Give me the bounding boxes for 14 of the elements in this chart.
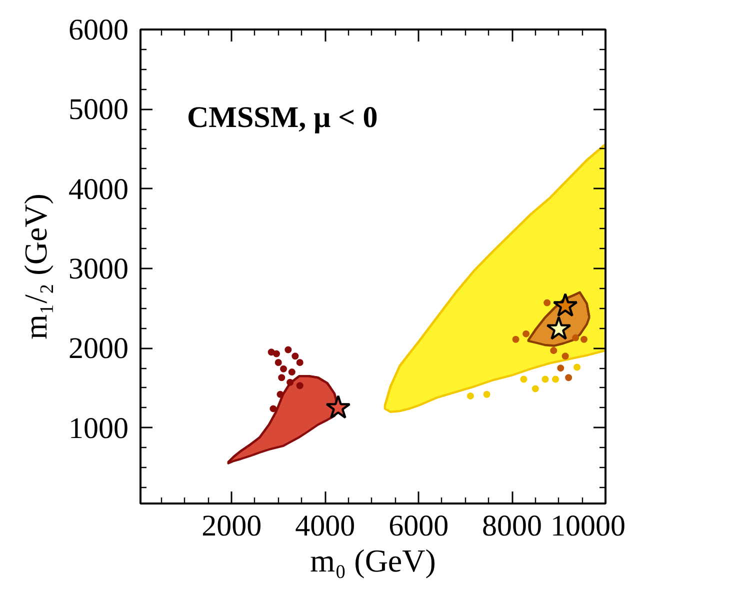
y-tick-label: 4000 bbox=[68, 172, 128, 206]
x-tick-label: 10000 bbox=[550, 510, 626, 542]
x-axis-title: m₀ (GeV) bbox=[310, 542, 436, 578]
annotation: CMSSM, μ < 0 bbox=[187, 100, 378, 134]
y-tick-label: 5000 bbox=[68, 93, 128, 126]
x-tick-label: 2000 bbox=[202, 510, 262, 542]
x-tick-label: 6000 bbox=[388, 510, 449, 542]
y-tick-label: 3000 bbox=[68, 252, 128, 286]
y-axis-title: m₁/₂ (GeV) bbox=[18, 194, 54, 340]
y-tick-label: 6000 bbox=[68, 14, 128, 46]
y-tick-label: 1000 bbox=[68, 412, 128, 445]
x-tick-label: 4000 bbox=[295, 510, 356, 542]
y-tick-label: 2000 bbox=[68, 332, 128, 366]
x-tick-label: 8000 bbox=[482, 510, 542, 542]
